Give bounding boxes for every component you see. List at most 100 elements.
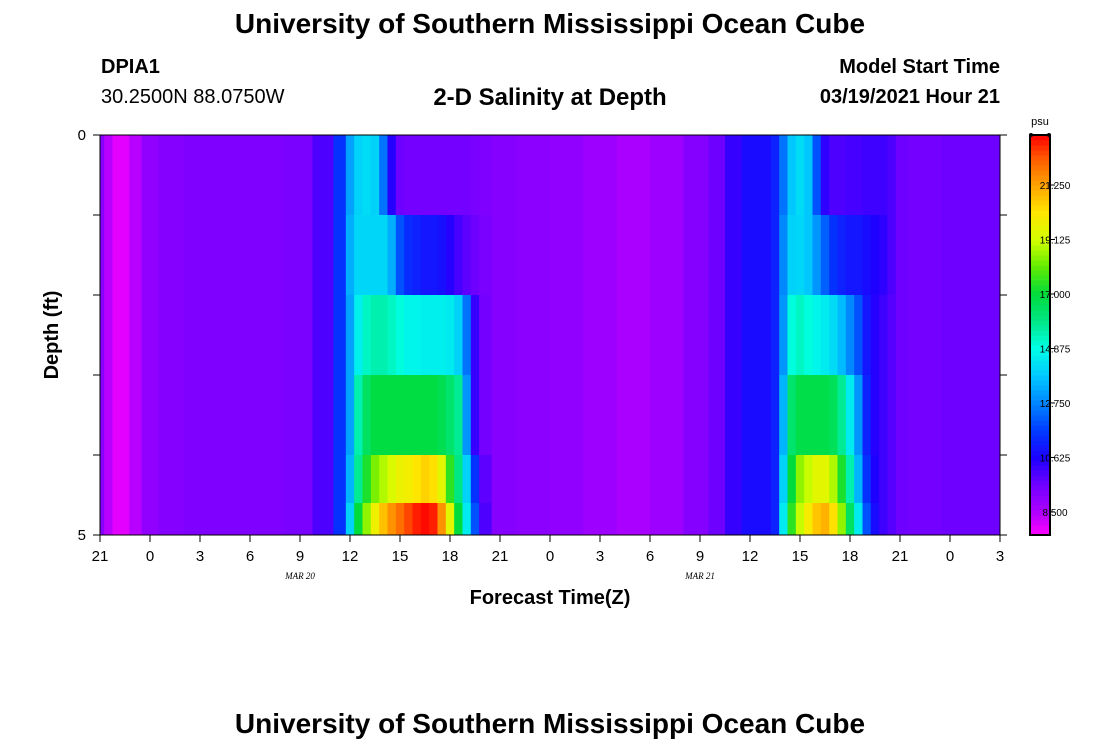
- heatmap-cell: [112, 215, 122, 296]
- heatmap-cell: [879, 455, 889, 504]
- heatmap-cell: [845, 215, 855, 296]
- heatmap-cell: [862, 375, 872, 456]
- heatmap-cell: [454, 503, 464, 535]
- heatmap-cell: [804, 295, 814, 376]
- colorbar-swatch: [1030, 195, 1050, 201]
- footer-title: University of Southern Mississippi Ocean…: [234, 708, 866, 739]
- heatmap-cell: [887, 455, 897, 504]
- heatmap-cell: [370, 215, 380, 296]
- colorbar-swatch: [1030, 140, 1050, 146]
- heatmap-cell: [362, 503, 372, 535]
- x-tick-label: 12: [342, 548, 359, 565]
- heatmap-cell: [908, 503, 926, 535]
- heatmap-cell: [708, 455, 726, 504]
- heatmap-cell: [616, 455, 651, 504]
- colorbar-swatch: [1030, 165, 1050, 171]
- heatmap-cell: [120, 455, 130, 504]
- heatmap-cell: [795, 375, 805, 456]
- heatmap-cell: [250, 455, 284, 504]
- colorbar-swatch: [1030, 350, 1050, 356]
- heatmap-cell: [741, 375, 755, 456]
- heatmap-cell: [925, 215, 943, 296]
- heatmap-cell: [437, 295, 447, 376]
- heatmap-cell: [479, 295, 493, 376]
- heatmap-cell: [925, 295, 943, 376]
- heatmap-cell: [412, 215, 422, 296]
- colorbar-swatch: [1030, 400, 1050, 406]
- heatmap-cell: [820, 503, 830, 535]
- heatmap-cell: [83, 375, 96, 456]
- heatmap-cell: [550, 135, 584, 216]
- heatmap-cell: [854, 295, 864, 376]
- heatmap-cell: [812, 215, 822, 296]
- heatmap-cell: [420, 215, 430, 296]
- colorbar-swatch: [1030, 345, 1050, 351]
- heatmap-cell: [516, 375, 551, 456]
- x-tick-label: 0: [146, 548, 154, 565]
- heatmap-cell: [404, 503, 414, 535]
- heatmap-cell: [995, 455, 1000, 504]
- heatmap-cell: [437, 375, 447, 456]
- heatmap-cell: [412, 135, 422, 216]
- heatmap-cell: [908, 135, 926, 216]
- heatmap-cell: [462, 375, 472, 456]
- colorbar-swatch: [1030, 510, 1050, 516]
- heatmap-cell: [908, 455, 926, 504]
- heatmap-cell: [941, 375, 959, 456]
- heatmap-cell: [345, 455, 355, 504]
- colorbar-swatch: [1030, 280, 1050, 286]
- colorbar-swatch: [1030, 355, 1050, 361]
- colorbar-swatch: [1030, 340, 1050, 346]
- heatmap-cell: [854, 375, 864, 456]
- heatmap-cell: [708, 295, 726, 376]
- heatmap-cell: [491, 455, 518, 504]
- heatmap-cell: [829, 215, 839, 296]
- heatmap-cell: [787, 135, 797, 216]
- colorbar-swatch: [1030, 215, 1050, 221]
- heatmap-cell: [975, 135, 997, 216]
- model-start-value: 03/19/2021 Hour 21: [819, 86, 1000, 108]
- heatmap-cell: [770, 503, 780, 535]
- heatmap-cell: [754, 375, 764, 456]
- heatmap-cell: [454, 455, 464, 504]
- heatmap-cell: [454, 295, 464, 376]
- heatmap-cell: [650, 295, 684, 376]
- colorbar-swatch: [1030, 295, 1050, 301]
- colorbar-swatch: [1030, 145, 1050, 151]
- heatmap-cell: [820, 135, 830, 216]
- heatmap-cell: [804, 375, 814, 456]
- heatmap-cell: [762, 503, 772, 535]
- heatmap-cell: [795, 455, 805, 504]
- heatmap-cell: [829, 135, 839, 216]
- heatmap-cell: [975, 455, 997, 504]
- heatmap-cell: [395, 375, 405, 456]
- x-tick-label: 6: [246, 548, 254, 565]
- colorbar-tick-label: 21.250: [1040, 181, 1071, 192]
- heatmap-cell: [845, 455, 855, 504]
- heatmap-cell: [829, 503, 839, 535]
- heatmap-cell: [583, 295, 618, 376]
- heatmap-cell: [158, 455, 184, 504]
- heatmap-cell: [345, 135, 355, 216]
- heatmap-cell: [787, 455, 797, 504]
- heatmap-cell: [183, 295, 218, 376]
- heatmap-cell: [333, 135, 347, 216]
- colorbar-swatch: [1030, 330, 1050, 336]
- heatmap-cell: [462, 455, 472, 504]
- heatmap-cell: [516, 135, 551, 216]
- colorbar-swatch: [1030, 470, 1050, 476]
- heatmap-cell: [333, 215, 347, 296]
- colorbar-swatch: [1030, 245, 1050, 251]
- heatmap-cell: [333, 375, 347, 456]
- heatmap-cell: [445, 215, 455, 296]
- heatmap-cell: [183, 455, 218, 504]
- heatmap-cell: [787, 295, 797, 376]
- heatmap-cell: [779, 135, 789, 216]
- heatmap-cell: [779, 503, 789, 535]
- heatmap-cell: [787, 503, 797, 535]
- heatmap-cell: [462, 135, 472, 216]
- heatmap-cell: [283, 503, 314, 535]
- heatmap-cell: [100, 135, 105, 216]
- heatmap-cell: [158, 503, 184, 535]
- heatmap-cell: [420, 295, 430, 376]
